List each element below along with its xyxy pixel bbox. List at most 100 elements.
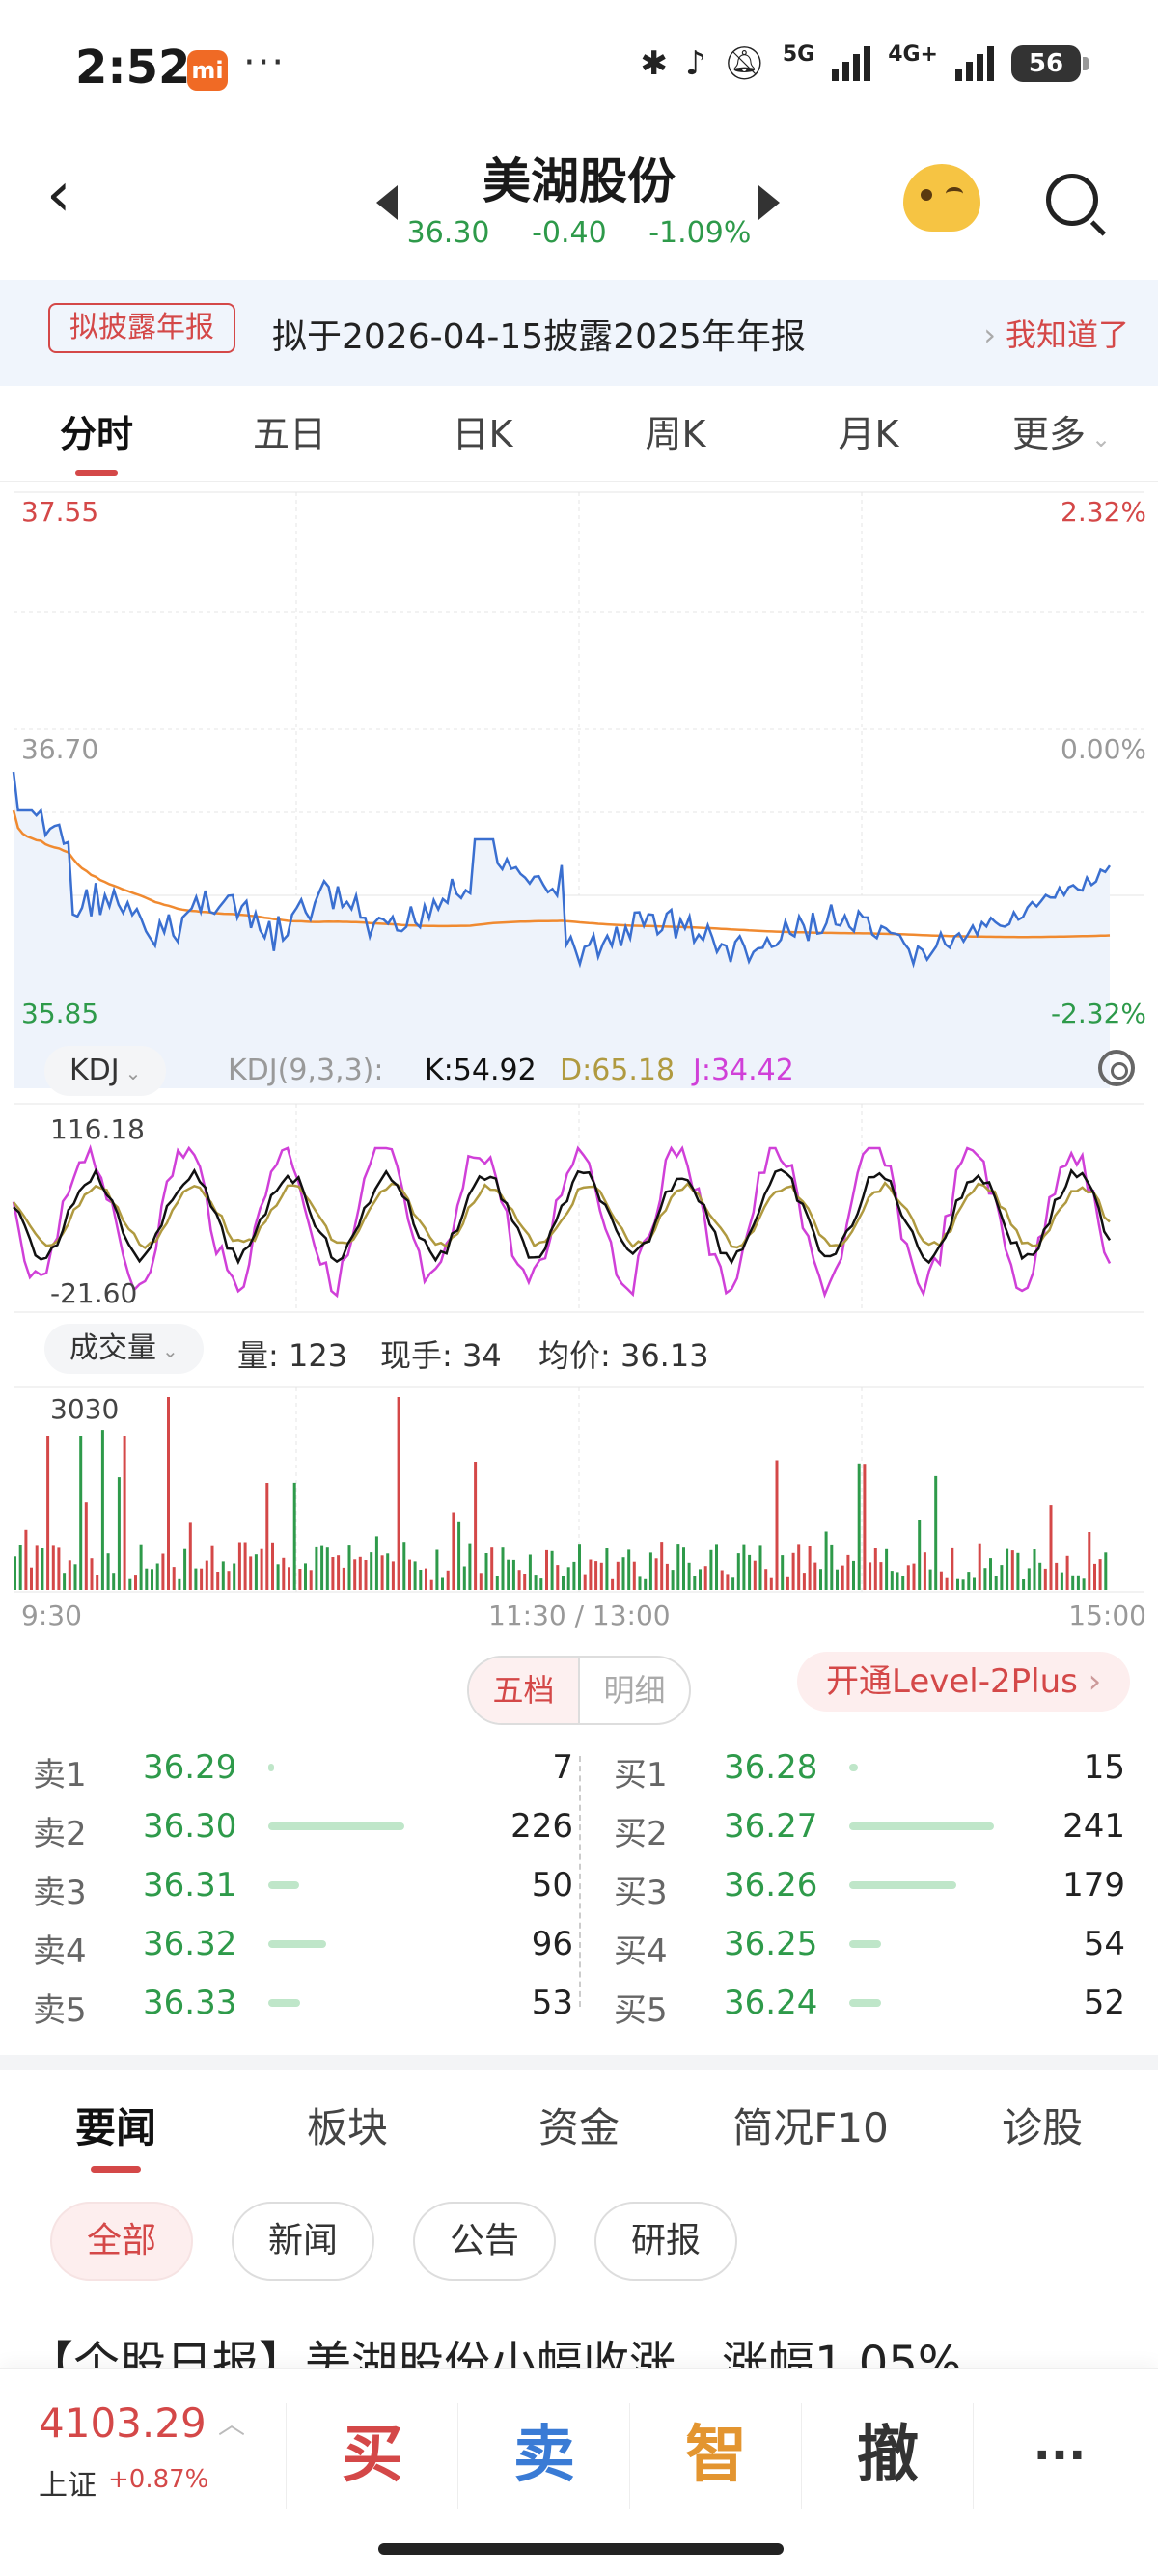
volume-bar [720,1570,724,1590]
notice-text[interactable]: 拟于2026-04-15披露2025年年报 [272,317,806,357]
index-value[interactable]: 4103.29 [39,2399,207,2447]
volume-bar [419,1570,423,1590]
ask-row[interactable]: 卖1 36.29 7 [33,1737,573,1795]
volume-bar [90,1558,94,1590]
tab-key-news[interactable]: 要闻 [0,2070,232,2186]
volume-bar [46,1436,50,1590]
bid-row[interactable]: 买1 36.28 15 [614,1737,1125,1795]
mascot-icon[interactable] [903,164,980,232]
volume-bar [566,1567,570,1590]
volume-bar [112,1573,116,1590]
tab-diagnosis[interactable]: 诊股 [1001,2104,1083,2151]
chip-announcements[interactable]: 公告 [413,2202,557,2281]
ask-volume-bar [268,1940,326,1948]
tab-monthly-k[interactable]: 月K [838,413,899,455]
news-tabs: 要闻 板块 资金 简况F10 诊股 [0,2070,1158,2186]
news-headline[interactable]: 【个股日报】美湖股份小幅收涨，涨幅1.05% [27,2337,962,2371]
notice-dismiss-button[interactable]: 我知道了 [983,311,1129,355]
tab-funds[interactable]: 资金 [538,2104,620,2151]
volume-bar [51,1545,55,1590]
sell-button[interactable]: 卖 [513,2420,575,2491]
ask-row[interactable]: 卖2 36.30 226 [33,1795,573,1854]
price-low-label: 35.85 [21,998,99,1029]
volume-bar [676,1544,680,1590]
volume-bar [425,1568,427,1590]
separator [286,2403,287,2509]
status-time: 2:52 [75,41,191,95]
level2-upgrade-button[interactable]: 开通Level-2Plus [797,1652,1131,1712]
tab-five-levels[interactable]: 五档 [469,1658,578,1723]
stock-price: 36.30 [406,216,490,250]
volume-bar [786,1576,789,1590]
buy-button[interactable]: 买 [342,2420,403,2491]
volume-bar [1027,1568,1031,1590]
tab-five-day[interactable]: 五日 [252,413,326,455]
chart-area[interactable]: 37.55 2.32% 36.70 0.00% 35.85 -2.32% KDJ… [0,482,1158,1640]
volume-bar [523,1574,527,1590]
volume-bar [873,1548,877,1590]
chevron-down-icon: ⌄ [162,1339,179,1362]
volume-bar [589,1559,593,1590]
volume-bar [457,1521,461,1590]
volume-bar [304,1563,307,1590]
ask-row[interactable]: 卖3 36.31 50 [33,1854,573,1913]
chevron-up-icon[interactable]: ︿ [218,2408,246,2440]
ask-price: 36.29 [143,1748,237,1787]
volume-bar [648,1552,652,1590]
search-icon[interactable] [1046,174,1098,226]
tab-intraday[interactable]: 分时 [0,386,193,481]
average-price: 均价: 36.13 [538,1337,709,1374]
tab-weekly-k[interactable]: 周K [645,413,706,455]
volume-bar [337,1555,341,1590]
volume-bar [216,1572,220,1590]
volume-bar [599,1562,603,1590]
battery-icon: 56 [1011,45,1089,82]
volume-bar [1033,1549,1036,1590]
home-indicator[interactable] [378,2543,784,2555]
back-icon[interactable]: ‹ [46,159,71,231]
tab-sectors[interactable]: 板块 [306,2104,388,2151]
volume-bar [621,1557,625,1590]
bid-row[interactable]: 买3 36.26 179 [614,1854,1125,1913]
volume-bar [611,1578,615,1590]
bid-row[interactable]: 买5 36.24 52 [614,1972,1125,2031]
signal-icon-2 [955,46,994,81]
volume-bar [528,1554,532,1590]
volume-bar [781,1555,785,1590]
tab-more[interactable]: 更多 ⌄ [965,386,1158,481]
volume-bar [507,1559,510,1590]
volume-selector[interactable]: 成交量 ⌄ [44,1324,204,1374]
volume-bar [1022,1579,1026,1590]
volume-bar [1098,1559,1102,1590]
chip-news[interactable]: 新闻 [232,2202,375,2281]
ask-volume-bar [268,1999,300,2007]
volume-bar [797,1544,801,1590]
bid-price: 36.26 [724,1866,818,1905]
volume-bar [824,1531,828,1590]
bid-row[interactable]: 买4 36.25 54 [614,1913,1125,1972]
volume-bar [178,1578,181,1590]
tab-daily-k[interactable]: 日K [452,413,513,455]
cancel-order-button[interactable]: 撤 [857,2420,919,2491]
chip-all[interactable]: 全部 [50,2202,194,2281]
ask-row[interactable]: 卖5 36.33 53 [33,1972,573,2031]
more-menu-icon[interactable]: ··· [1033,2428,1087,2482]
tab-f10[interactable]: 简况F10 [732,2104,889,2151]
tab-details[interactable]: 明细 [578,1658,689,1723]
next-stock-icon[interactable] [758,185,780,220]
indicator-selector[interactable]: KDJ ⌄ [44,1046,167,1096]
settings-gear-icon[interactable] [1098,1050,1135,1086]
volume-bar [846,1554,850,1590]
volume-bar [841,1565,844,1590]
volume-bar [325,1547,329,1590]
bid-price: 36.28 [724,1748,818,1787]
chip-research[interactable]: 研报 [594,2202,738,2281]
volume-bar [227,1571,231,1590]
ask-row[interactable]: 卖4 36.32 96 [33,1913,573,1972]
prev-stock-icon[interactable] [376,185,398,220]
volume-bar [402,1542,406,1590]
volume-bar [374,1536,378,1590]
smart-button[interactable]: 智 [685,2420,747,2491]
bid-row[interactable]: 买2 36.27 241 [614,1795,1125,1854]
volume-bar [556,1565,560,1590]
